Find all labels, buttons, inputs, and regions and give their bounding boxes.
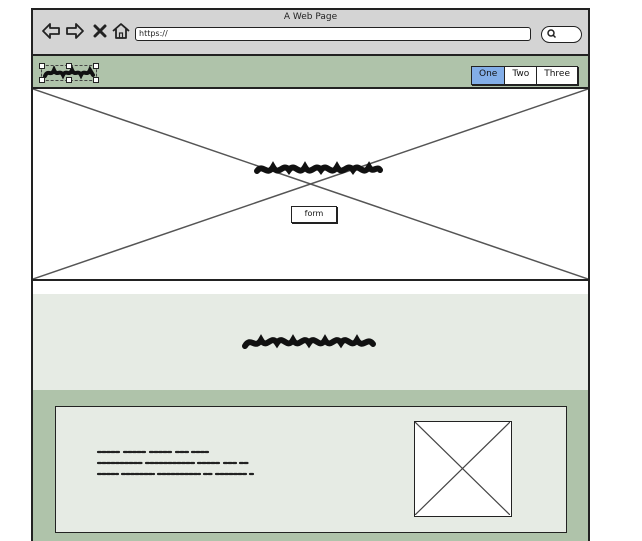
url-input[interactable]: https:// [135, 27, 531, 41]
image-placeholder-cross [415, 422, 510, 515]
back-arrow-icon[interactable] [41, 22, 61, 40]
search-icon [547, 29, 557, 39]
selection-handle [39, 77, 45, 83]
selection-handle [93, 63, 99, 69]
scribble-logo-icon [43, 66, 95, 80]
selection-handle [66, 77, 72, 83]
paragraph-scribble [96, 450, 256, 476]
browser-chrome: A Web Page https:// [33, 10, 588, 56]
banner-section [33, 294, 588, 390]
tab-one[interactable]: One [472, 67, 505, 84]
card-image-placeholder [414, 421, 512, 517]
site-header: One Two Three [33, 56, 588, 89]
image-placeholder-cross [33, 89, 588, 279]
hero-image-placeholder: form [33, 89, 588, 281]
logo-placeholder[interactable] [39, 63, 99, 83]
window-title: A Web Page [283, 12, 338, 22]
selection-handle [39, 63, 45, 69]
search-button[interactable] [541, 26, 582, 43]
selection-handle [93, 77, 99, 83]
selection-handle [66, 63, 72, 69]
tab-bar: One Two Three [471, 66, 578, 85]
close-x-icon[interactable] [93, 22, 107, 40]
tab-three[interactable]: Three [536, 67, 577, 84]
content-card [55, 406, 567, 533]
wireframe-browser-window: A Web Page https:// [31, 8, 590, 541]
forward-arrow-icon[interactable] [65, 22, 85, 40]
tab-two[interactable]: Two [504, 67, 537, 84]
content-section [33, 390, 588, 541]
home-icon[interactable] [111, 22, 131, 40]
form-button[interactable]: form [291, 206, 337, 223]
banner-headline-scribble [242, 334, 376, 349]
headline-scribble [254, 161, 383, 175]
